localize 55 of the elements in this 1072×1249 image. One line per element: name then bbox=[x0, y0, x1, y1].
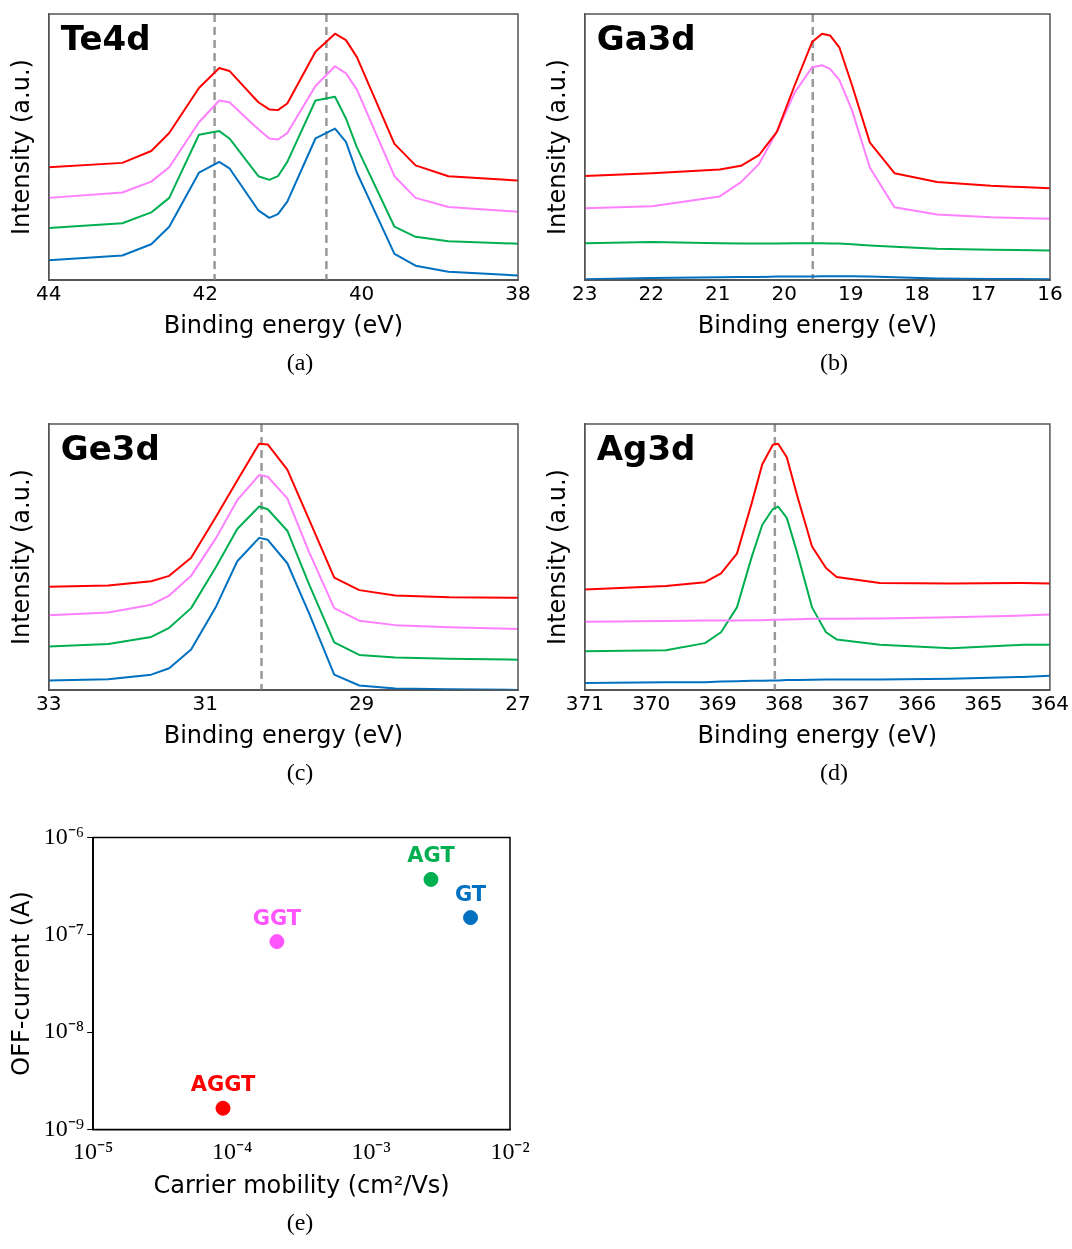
text: (e) bbox=[285, 1209, 315, 1236]
text: (a) bbox=[285, 349, 315, 376]
y-tick-label: 10⁻⁶ bbox=[43, 822, 85, 849]
x-tick-label: 29 bbox=[348, 691, 375, 716]
text: (c) bbox=[285, 759, 315, 786]
y-tick-label: 10⁻⁷ bbox=[43, 920, 85, 947]
y-tick-label: 10⁻⁸ bbox=[43, 1017, 85, 1044]
y-tick-label: 10⁻⁹ bbox=[43, 1114, 85, 1141]
series-label: AGT bbox=[407, 843, 456, 868]
x-axis-title: Binding energy (eV) bbox=[697, 310, 938, 339]
x-tick-label: 33 bbox=[36, 691, 62, 716]
text: (d) bbox=[819, 759, 849, 786]
y-axis-title: Intensity (a.u.) bbox=[542, 469, 571, 646]
x-tick-label: 366 bbox=[897, 691, 937, 716]
x-tick-label: 31 bbox=[192, 691, 218, 716]
x-tick-label: 367 bbox=[831, 691, 870, 716]
series-label: AGGT bbox=[190, 1072, 257, 1097]
x-tick-label: 21 bbox=[704, 281, 731, 306]
x-tick-label: 23 bbox=[572, 281, 598, 306]
x-tick-label: 370 bbox=[632, 691, 671, 716]
chart-title: Ga3d bbox=[596, 17, 696, 58]
chart-title: Ge3d bbox=[60, 427, 160, 468]
x-tick-label: 40 bbox=[348, 281, 375, 306]
x-tick-label: 364 bbox=[1030, 691, 1070, 716]
x-tick-label: 368 bbox=[765, 691, 804, 716]
x-tick-label: 365 bbox=[964, 691, 1003, 716]
x-tick-label: 10⁻⁵ bbox=[72, 1138, 114, 1165]
text: (b) bbox=[819, 349, 849, 376]
x-tick-label: 369 bbox=[698, 691, 737, 716]
x-tick-label: 16 bbox=[1037, 281, 1063, 306]
x-tick-label: 38 bbox=[505, 281, 531, 306]
x-tick-label: 19 bbox=[837, 281, 864, 306]
x-tick-label: 27 bbox=[505, 691, 531, 716]
x-tick-label: 10⁻⁴ bbox=[211, 1138, 253, 1165]
x-axis-title: Carrier mobility (cm²/Vs) bbox=[153, 1170, 450, 1199]
y-axis-title: Intensity (a.u.) bbox=[542, 59, 571, 236]
series-label: GT bbox=[454, 881, 487, 906]
x-tick-label: 44 bbox=[36, 281, 62, 306]
y-axis-title: Intensity (a.u.) bbox=[6, 59, 35, 236]
y-axis-title: Intensity (a.u.) bbox=[6, 469, 35, 646]
chart-title: Te4d bbox=[60, 17, 151, 58]
y-axis-title: OFF-current (A) bbox=[6, 891, 35, 1076]
x-tick-label: 18 bbox=[904, 281, 930, 306]
x-axis-title: Binding energy (eV) bbox=[697, 720, 938, 749]
x-axis-title: Binding energy (eV) bbox=[163, 310, 404, 339]
x-tick-label: 20 bbox=[771, 281, 797, 306]
chart-title: Ag3d bbox=[596, 427, 696, 468]
x-tick-label: 22 bbox=[638, 281, 664, 306]
x-tick-label: 371 bbox=[565, 691, 604, 716]
x-tick-label: 42 bbox=[192, 281, 218, 306]
x-tick-label: 10⁻² bbox=[490, 1138, 530, 1165]
x-axis-title: Binding energy (eV) bbox=[163, 720, 404, 749]
series-label: GGT bbox=[252, 905, 302, 930]
x-tick-label: 10⁻³ bbox=[351, 1138, 391, 1165]
x-tick-label: 17 bbox=[970, 281, 997, 306]
